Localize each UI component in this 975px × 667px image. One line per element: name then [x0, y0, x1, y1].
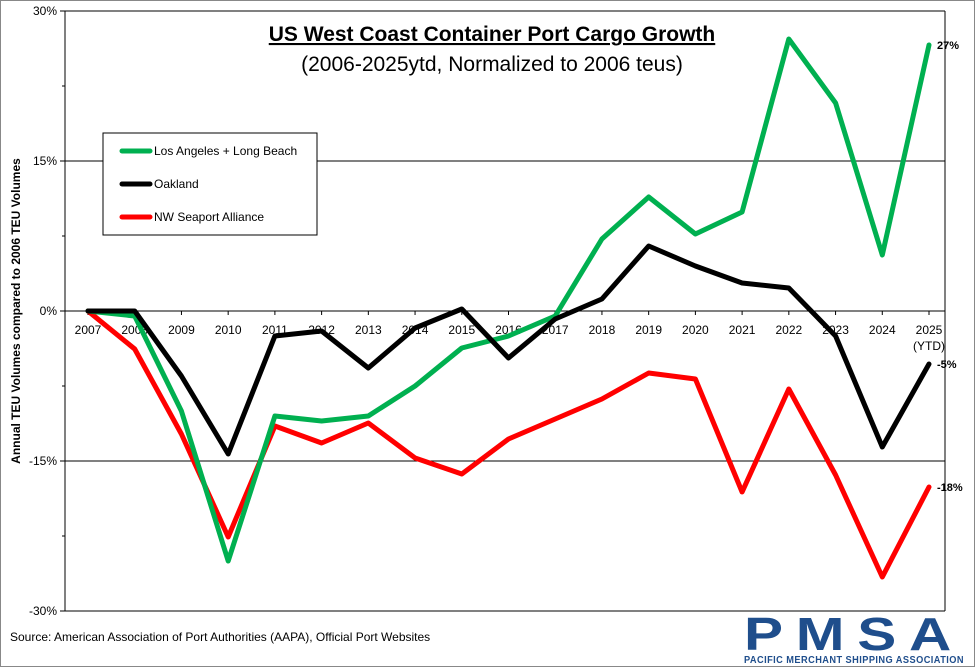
end-label-nw-seaport-alliance: -18% [937, 482, 963, 494]
x-tick-label: 2019 [635, 323, 662, 337]
x-tick-label: 2022 [775, 323, 802, 337]
legend: Los Angeles + Long Beach Oakland NW Seapor… [102, 132, 318, 236]
logo-main-text: PMSA [744, 608, 964, 660]
x-tick-sublabel: (YTD) [913, 339, 945, 353]
series-line-los-angeles-long-beach [85, 36, 932, 564]
y-tick-label: 15% [33, 154, 57, 168]
source-text: Source: American Association of Port Aut… [10, 630, 430, 644]
x-tick-label: 2010 [215, 323, 242, 337]
label-layer: 27% -5% -18% [937, 40, 963, 494]
y-tick-label: 30% [33, 4, 57, 18]
x-tick-label: 2018 [589, 323, 616, 337]
logo-sub-text: PACIFIC MERCHANT SHIPPING ASSOCIATION [744, 654, 964, 666]
y-tick-label: -15% [29, 454, 57, 468]
x-tick-label: 2015 [448, 323, 475, 337]
x-tick-label: 2013 [355, 323, 382, 337]
x-tick-label: 2009 [168, 323, 195, 337]
x-tick-label: 2020 [682, 323, 709, 337]
pmsa-logo: PMSA PACIFIC MERCHANT SHIPPING ASSOCIATI… [744, 608, 964, 666]
chart-title: US West Coast Container Port Cargo Growt… [269, 23, 716, 46]
x-tick-label: 2007 [75, 323, 102, 337]
y-tick-label: -30% [29, 604, 57, 618]
series-line-nw-seaport-alliance [85, 308, 932, 580]
x-tick-label: 2021 [729, 323, 756, 337]
series-layer [85, 36, 932, 580]
legend-label: NW Seaport Alliance [154, 210, 264, 224]
chart-subtitle: (2006-2025ytd, Normalized to 2006 teus) [301, 53, 683, 76]
legend-label: Los Angeles + Long Beach [154, 144, 297, 158]
x-tick-label: 2024 [869, 323, 896, 337]
x-tick-label: 2025 [916, 323, 943, 337]
series-line-oakland [85, 243, 932, 457]
axis-layer: 30%15%0%-15%-30%2007 2008 2009 2010 2011 2012… [29, 4, 946, 618]
end-label-los-angeles-long-beach: 27% [937, 40, 959, 52]
y-axis-label: Annual TEU Volumes compared to 2006 TEU … [9, 158, 23, 464]
y-tick-label: 0% [40, 304, 58, 318]
legend-label: Oakland [154, 177, 199, 191]
end-label-oakland: -5% [937, 359, 957, 371]
